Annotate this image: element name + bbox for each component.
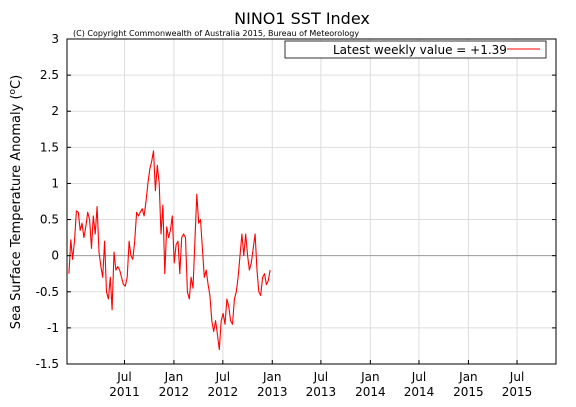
legend: Latest weekly value = +1.39 bbox=[284, 40, 547, 59]
copyright-notice: (C) Copyright Commonwealth of Australia … bbox=[73, 29, 359, 38]
y-tick-label: 1.5 bbox=[40, 140, 59, 154]
x-tick-month-label: Jan bbox=[360, 370, 380, 384]
y-tick-label: 0 bbox=[51, 249, 59, 263]
x-tick-year-label: 2013 bbox=[257, 385, 288, 399]
series-line bbox=[68, 150, 271, 351]
y-axis-title-degree: o bbox=[8, 88, 18, 94]
x-tick-year-label: 2014 bbox=[404, 385, 435, 399]
plot-frame bbox=[66, 38, 557, 365]
x-tick-month-label: Jul bbox=[313, 370, 328, 384]
x-tick-month-label: Jul bbox=[215, 370, 230, 384]
y-tick-label: 0.5 bbox=[40, 213, 59, 227]
x-tick-month-label: Jan bbox=[458, 370, 478, 384]
series-group bbox=[68, 150, 271, 351]
y-tick-label: -0.5 bbox=[36, 285, 59, 299]
y-tick-label: 3 bbox=[51, 32, 59, 46]
y-tick-label: -1 bbox=[47, 321, 59, 335]
grid-lines bbox=[67, 38, 556, 365]
y-axis-title-main: Sea Surface Temperature Anomaly ( bbox=[9, 94, 24, 329]
y-tick-label: -1.5 bbox=[36, 357, 59, 371]
y-axis: -1.5 -1 -0.5 0 0.5 1 1.5 2 2.5 3 bbox=[36, 32, 556, 371]
y-axis-title-unit: C) bbox=[9, 75, 24, 89]
x-tick-year-label: 2013 bbox=[306, 385, 337, 399]
x-tick-month-label: Jan bbox=[164, 370, 184, 384]
legend-box bbox=[284, 40, 547, 59]
y-tick-label: 2 bbox=[51, 104, 59, 118]
legend-label: Latest weekly value = +1.39 bbox=[333, 43, 507, 57]
x-tick-month-label: Jan bbox=[262, 370, 282, 384]
x-tick-year-label: 2015 bbox=[453, 385, 484, 399]
x-tick-year-label: 2012 bbox=[159, 385, 190, 399]
chart-title: NINO1 SST Index bbox=[234, 9, 370, 28]
y-axis-title: Sea Surface Temperature Anomaly (oC) bbox=[8, 75, 24, 329]
x-tick-month-label: Jul bbox=[116, 370, 131, 384]
y-tick-label: 2.5 bbox=[40, 68, 59, 82]
x-tick-year-label: 2012 bbox=[208, 385, 239, 399]
x-tick-year-label: 2011 bbox=[109, 385, 140, 399]
x-tick-year-label: 2014 bbox=[355, 385, 386, 399]
y-tick-label: 1 bbox=[51, 176, 59, 190]
x-tick-month-label: Jul bbox=[509, 370, 524, 384]
x-tick-year-label: 2015 bbox=[502, 385, 533, 399]
x-tick-month-label: Jul bbox=[411, 370, 426, 384]
x-axis: Jul2011Jan2012Jul2012Jan2013Jul2013Jan20… bbox=[109, 360, 532, 399]
